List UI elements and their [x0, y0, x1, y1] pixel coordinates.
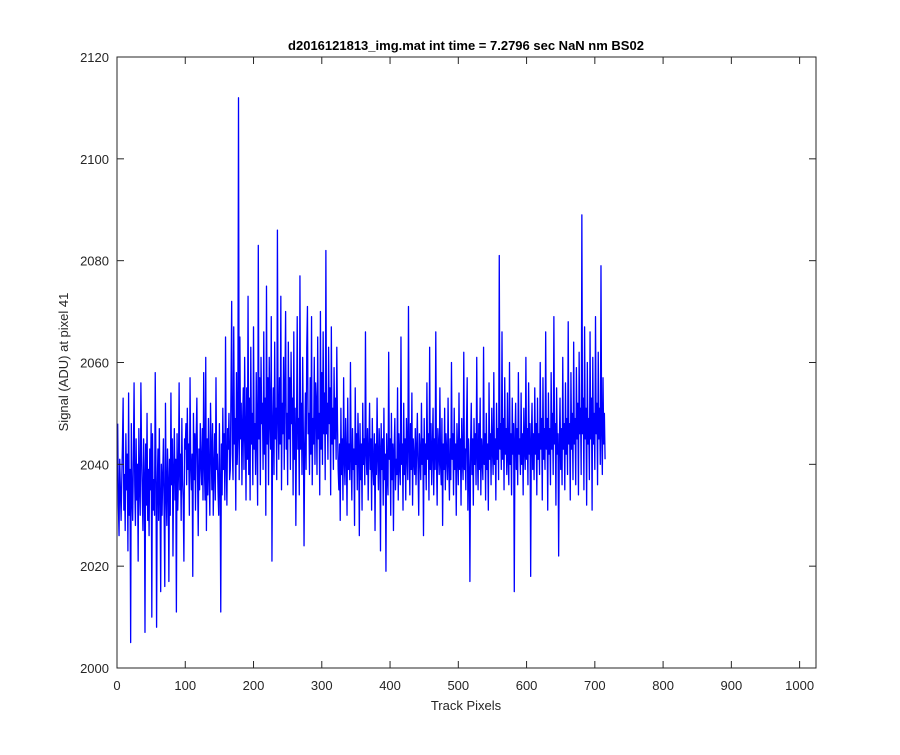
x-tick-label: 700 [584, 678, 606, 693]
y-tick-label: 2000 [80, 661, 109, 676]
x-tick-label: 200 [243, 678, 265, 693]
y-tick-label: 2060 [80, 356, 109, 371]
x-tick-label: 600 [516, 678, 538, 693]
x-axis-label: Track Pixels [431, 698, 502, 713]
x-tick-label: 300 [311, 678, 333, 693]
signal-series-line [117, 97, 606, 644]
y-tick-label: 2120 [80, 50, 109, 65]
y-tick-label: 2020 [80, 559, 109, 574]
y-tick-label: 2100 [80, 152, 109, 167]
x-tick-label: 400 [379, 678, 401, 693]
y-axis-ticks: 2000 2020 2040 2060 2080 2100 2120 [80, 50, 816, 676]
y-axis-label: Signal (ADU) at pixel 41 [56, 293, 71, 432]
x-tick-label: 500 [447, 678, 469, 693]
y-tick-label: 2080 [80, 254, 109, 269]
x-tick-label: 800 [652, 678, 674, 693]
x-tick-label: 100 [174, 678, 196, 693]
chart-title: d2016121813_img.mat int time = 7.2796 se… [288, 38, 644, 53]
plot-background [117, 57, 816, 668]
x-axis-ticks: 0 100 200 300 400 500 600 700 800 900 1000 [113, 57, 814, 693]
y-tick-label: 2040 [80, 457, 109, 472]
x-tick-label: 900 [721, 678, 743, 693]
x-tick-label: 1000 [785, 678, 814, 693]
x-tick-label: 0 [113, 678, 120, 693]
data-layer [117, 97, 606, 644]
